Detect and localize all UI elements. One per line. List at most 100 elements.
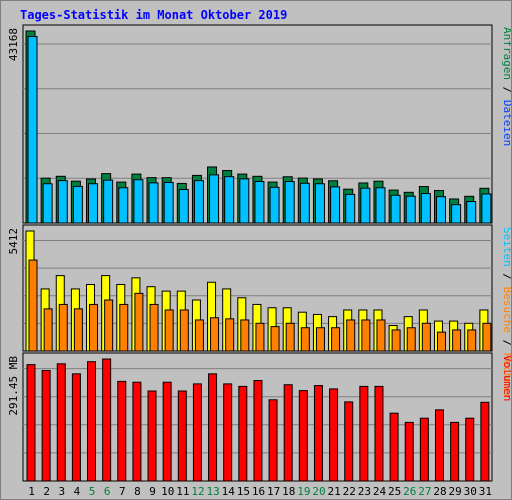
x-tick-label: 12 bbox=[191, 485, 204, 498]
bar-dateien bbox=[375, 187, 386, 224]
bar-dateien bbox=[466, 201, 477, 224]
bar-dateien bbox=[118, 187, 129, 224]
bar-volumen bbox=[419, 417, 429, 482]
bar-dateien bbox=[360, 187, 371, 224]
bar-volumen bbox=[238, 385, 248, 482]
bar-volumen bbox=[480, 401, 490, 482]
x-tick-label: 23 bbox=[358, 485, 371, 498]
legend-top: Anfragen / Dateien bbox=[501, 27, 511, 146]
bar-dateien bbox=[330, 186, 341, 224]
bar-dateien bbox=[481, 193, 492, 224]
bar-volumen bbox=[208, 373, 218, 482]
bar-volumen bbox=[450, 421, 460, 482]
legend-entry: / bbox=[501, 267, 511, 287]
legend-entry: / bbox=[501, 333, 511, 353]
x-tick-label: 19 bbox=[297, 485, 310, 498]
bar-besuche bbox=[43, 308, 53, 352]
bar-besuche bbox=[149, 303, 159, 352]
x-tick-label: 15 bbox=[237, 485, 250, 498]
x-tick-label: 24 bbox=[373, 485, 387, 498]
bar-besuche bbox=[210, 317, 220, 352]
legend-entry: / bbox=[501, 80, 511, 100]
bar-dateien bbox=[405, 195, 416, 224]
y-max-label: 5412 bbox=[7, 228, 20, 255]
legend-entry: Besuche bbox=[501, 287, 511, 333]
x-tick-label: 17 bbox=[267, 485, 280, 498]
legend-entry: Rechner bbox=[501, 353, 511, 400]
bar-dateien bbox=[72, 185, 83, 224]
bar-dateien bbox=[345, 193, 356, 224]
bar-besuche bbox=[391, 329, 401, 352]
x-tick-label: 30 bbox=[464, 485, 477, 498]
bar-besuche bbox=[240, 319, 250, 352]
bar-volumen bbox=[87, 361, 97, 482]
bar-dateien bbox=[148, 182, 159, 224]
bar-besuche bbox=[255, 322, 265, 352]
bar-besuche bbox=[315, 327, 325, 352]
bar-dateien bbox=[284, 181, 295, 224]
bar-dateien bbox=[178, 189, 189, 224]
bar-dateien bbox=[390, 194, 401, 224]
bar-besuche bbox=[452, 329, 462, 352]
bar-dateien bbox=[103, 179, 114, 224]
bar-besuche bbox=[119, 303, 129, 352]
bar-besuche bbox=[467, 329, 477, 352]
bar-dateien bbox=[420, 193, 431, 224]
x-tick-label: 21 bbox=[328, 485, 341, 498]
y-max-label: 43168 bbox=[7, 28, 20, 61]
bar-besuche bbox=[28, 259, 38, 352]
x-tick-label: 1 bbox=[28, 485, 35, 498]
bar-volumen bbox=[162, 381, 172, 482]
bar-volumen bbox=[434, 409, 444, 482]
bar-besuche bbox=[134, 292, 144, 352]
bar-besuche bbox=[361, 319, 371, 352]
bar-besuche bbox=[270, 326, 280, 352]
x-tick-label: 14 bbox=[222, 485, 236, 498]
bar-volumen bbox=[268, 399, 278, 482]
bar-volumen bbox=[389, 412, 399, 482]
bar-volumen bbox=[344, 401, 354, 482]
legend-middle: Seiten / Besuche / Rechner bbox=[501, 227, 511, 400]
legend-entry: Dateien bbox=[501, 100, 511, 146]
x-tick-label: 4 bbox=[74, 485, 81, 498]
bar-volumen bbox=[329, 388, 339, 482]
bar-besuche bbox=[406, 327, 416, 352]
x-tick-label: 6 bbox=[104, 485, 111, 498]
x-tick-label: 5 bbox=[89, 485, 96, 498]
bar-dateien bbox=[254, 181, 265, 224]
chart-title: Tages-Statistik im Monat Oktober 2019 bbox=[20, 8, 288, 22]
x-tick-label: 8 bbox=[134, 485, 141, 498]
bar-besuche bbox=[58, 303, 68, 352]
bar-volumen bbox=[253, 380, 263, 482]
bar-volumen bbox=[132, 381, 142, 482]
bar-volumen bbox=[102, 358, 112, 482]
bar-besuche bbox=[194, 319, 204, 352]
bar-dateien bbox=[224, 176, 235, 224]
bar-besuche bbox=[421, 322, 431, 352]
x-tick-label: 11 bbox=[176, 485, 189, 498]
bar-besuche bbox=[285, 322, 295, 352]
bar-volumen bbox=[223, 383, 233, 482]
bar-dateien bbox=[193, 180, 204, 224]
bar-besuche bbox=[225, 318, 235, 352]
bar-volumen bbox=[147, 390, 157, 482]
bar-volumen bbox=[374, 385, 384, 482]
x-tick-label: 25 bbox=[388, 485, 401, 498]
bar-dateien bbox=[133, 179, 144, 224]
bar-volumen bbox=[117, 380, 127, 482]
legend-entry: Anfragen bbox=[501, 27, 511, 80]
bar-dateien bbox=[314, 183, 325, 224]
bar-volumen bbox=[177, 390, 187, 482]
y-max-label: 291.45 MB bbox=[7, 356, 20, 416]
bar-volumen bbox=[298, 390, 308, 482]
bar-dateien bbox=[269, 186, 280, 224]
x-tick-label: 29 bbox=[449, 485, 462, 498]
bar-volumen bbox=[192, 383, 202, 482]
bar-besuche bbox=[482, 322, 492, 352]
bar-besuche bbox=[89, 303, 99, 352]
bar-volumen bbox=[465, 417, 475, 482]
bar-volumen bbox=[41, 369, 51, 482]
bar-dateien bbox=[57, 180, 68, 224]
